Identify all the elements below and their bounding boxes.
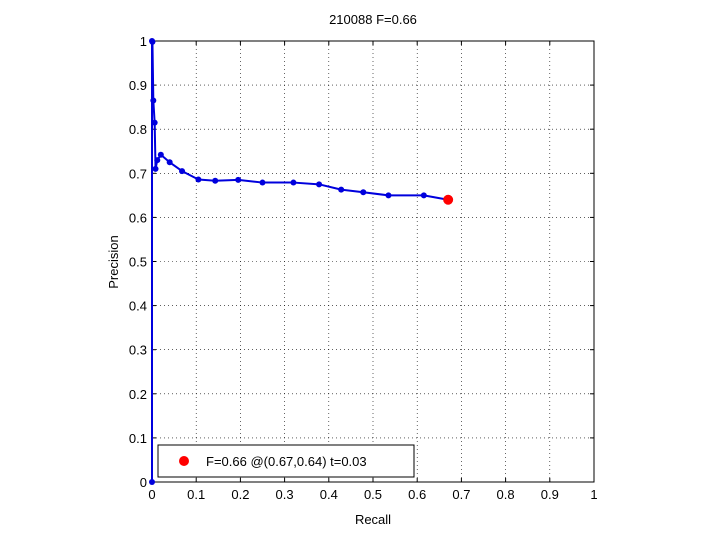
data-point xyxy=(149,479,155,485)
y-tick-label: 0.1 xyxy=(129,431,147,446)
y-tick-label: 0 xyxy=(140,475,147,490)
x-tick-label: 1 xyxy=(590,487,597,502)
x-tick-label: 0 xyxy=(148,487,155,502)
y-tick-label: 0.2 xyxy=(129,387,147,402)
x-axis-label: Recall xyxy=(355,512,391,527)
x-tick-label: 0.4 xyxy=(320,487,338,502)
data-point xyxy=(166,159,173,166)
data-point xyxy=(290,179,297,186)
chart-title: 210088 F=0.66 xyxy=(329,12,417,27)
x-tick-label: 0.8 xyxy=(497,487,515,502)
x-tick-label: 0.3 xyxy=(276,487,294,502)
y-tick-label: 0.4 xyxy=(129,299,147,314)
x-tick-labels: 0 0.1 0.2 0.3 0.4 0.5 0.6 0.7 0.8 0.9 1 xyxy=(148,487,597,502)
best-f-point xyxy=(443,194,454,205)
y-tick-label: 0.5 xyxy=(129,255,147,270)
y-tick-label: 0.3 xyxy=(129,343,147,358)
legend-box xyxy=(157,444,415,478)
series-line xyxy=(151,40,449,201)
data-point xyxy=(316,181,323,188)
data-point xyxy=(235,176,242,183)
legend-marker xyxy=(179,456,189,466)
x-tick-label: 0.1 xyxy=(187,487,205,502)
data-point xyxy=(151,119,158,126)
x-tick-label: 0.5 xyxy=(364,487,382,502)
grid-lines xyxy=(152,41,594,482)
x-tick-label: 0.7 xyxy=(452,487,470,502)
data-point xyxy=(420,192,427,199)
x-tick-label: 0.9 xyxy=(541,487,559,502)
data-point xyxy=(179,168,186,175)
series-layer xyxy=(149,38,454,485)
data-point xyxy=(195,176,202,183)
data-point xyxy=(152,165,159,172)
data-point xyxy=(259,179,266,186)
y-tick-label: 0.7 xyxy=(129,166,147,181)
y-tick-label: 0.8 xyxy=(129,122,147,137)
data-point xyxy=(212,177,219,184)
y-axis-label: Precision xyxy=(106,235,121,288)
y-tick-label: 0.9 xyxy=(129,78,147,93)
x-tick-label: 0.2 xyxy=(231,487,249,502)
data-point xyxy=(338,186,345,193)
legend: F=0.66 @(0.67,0.64) t=0.03 xyxy=(157,444,415,478)
y-tick-labels: 0 0.1 0.2 0.3 0.4 0.5 0.6 0.7 0.8 0.9 1 xyxy=(129,34,147,490)
data-point xyxy=(154,157,161,164)
data-point xyxy=(385,192,392,199)
x-tick-label: 0.6 xyxy=(408,487,426,502)
y-tick-label: 1 xyxy=(140,34,147,49)
y-tick-label: 0.6 xyxy=(129,210,147,225)
data-point xyxy=(157,151,164,158)
legend-label: F=0.66 @(0.67,0.64) t=0.03 xyxy=(206,454,367,469)
data-point xyxy=(360,189,367,196)
